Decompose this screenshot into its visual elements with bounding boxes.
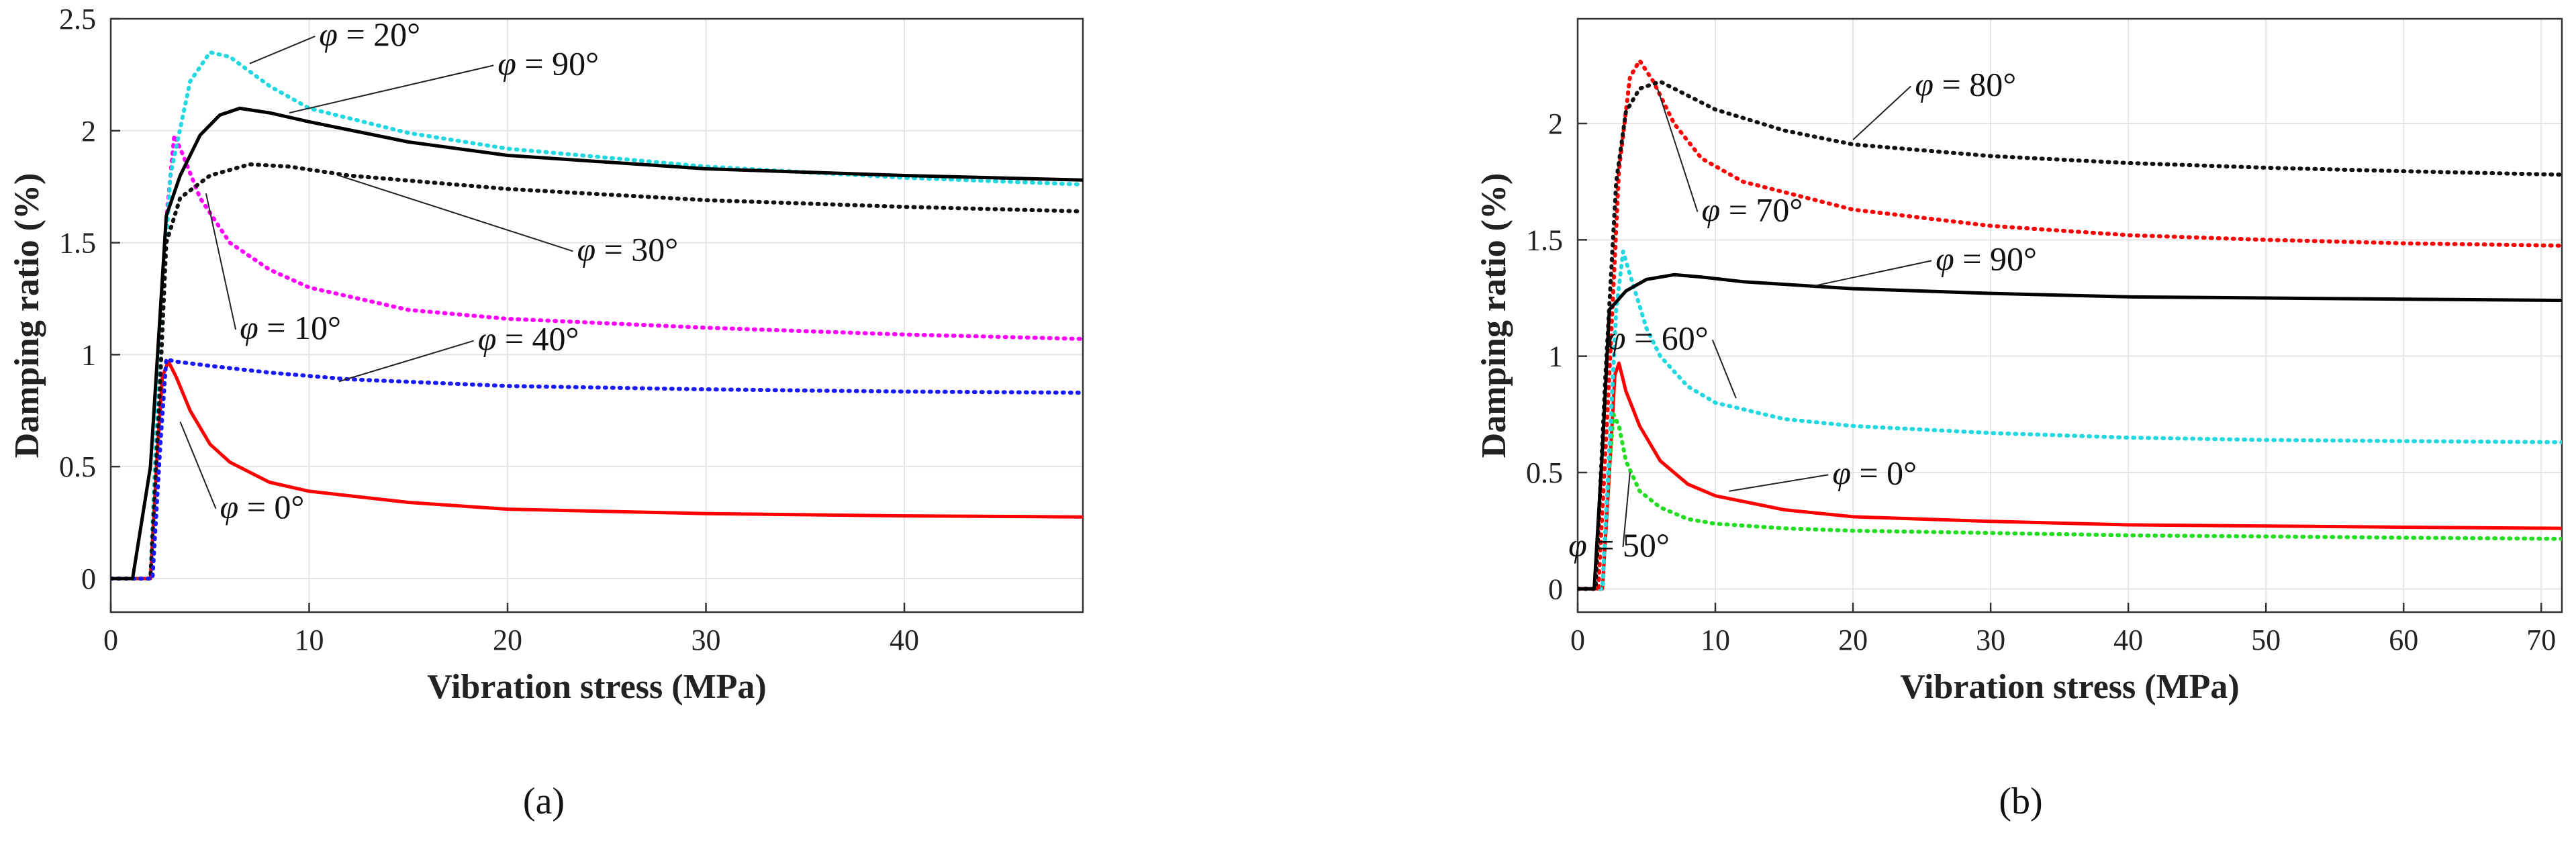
y-axis-label: Damping ratio (%) [8, 173, 46, 458]
x-tick-label: 50 [2251, 624, 2281, 656]
annotation-phi-50deg: φ = 50° [1568, 526, 1670, 564]
x-tick-label: 20 [1838, 624, 1868, 656]
annotation-leader [1852, 85, 1912, 141]
y-tick-label: 2.5 [59, 3, 96, 36]
y-tick-label: 0 [81, 562, 96, 595]
series-line-phi-90deg [111, 106, 1083, 581]
y-tick-label: 1.5 [1526, 224, 1563, 256]
x-tick-label: 20 [493, 624, 522, 656]
x-tick-label: 30 [1976, 624, 2005, 656]
y-tick-label: 1 [81, 338, 96, 371]
x-axis-label: Vibration stress (MPa) [427, 668, 766, 706]
x-tick-label: 10 [295, 624, 324, 656]
annotation-phi-40deg: φ = 40° [478, 320, 579, 358]
annotation-phi-70deg: φ = 70° [1702, 191, 1803, 229]
annotation-leader [205, 193, 237, 330]
x-tick-label: 10 [1701, 624, 1730, 656]
annotation-phi-10deg: φ = 10° [240, 309, 341, 346]
annotation-phi-60deg: φ = 60° [1607, 319, 1709, 356]
y-tick-label: 2 [81, 115, 96, 148]
annotation-leader [1622, 472, 1631, 547]
x-tick-label: 40 [890, 624, 919, 656]
annotation-phi-0deg: φ = 0° [1832, 454, 1917, 491]
annotation-leader [289, 64, 494, 114]
annotation-phi-20deg: φ = 20° [319, 15, 420, 53]
annotation-leader [338, 175, 573, 252]
y-tick-label: 1.5 [59, 227, 96, 260]
annotation-phi-0deg: φ = 0° [220, 488, 305, 526]
y-axis-label: Damping ratio (%) [1475, 173, 1513, 458]
plot-frame [1576, 17, 2563, 613]
annotation-phi-90deg: φ = 90° [497, 44, 599, 82]
annotation-leader [1656, 88, 1699, 212]
annotation-phi-30deg: φ = 30° [577, 230, 678, 268]
chart-panel-a: 0 10 20 30 40 0 0.5 1 1.5 2 2.5 Vibration stress (M… [8, 3, 1084, 706]
x-tick-label: 0 [103, 624, 118, 656]
x-tick-label: 30 [691, 624, 721, 656]
series-line-phi-30deg [111, 162, 1083, 581]
y-tick-label: 0.5 [59, 450, 96, 483]
series-line-phi-0deg [111, 359, 1083, 581]
annotation-leader [249, 36, 316, 64]
y-tick-label: 0 [1548, 573, 1563, 605]
x-tick-label: 70 [2526, 624, 2556, 656]
series-line-phi-0deg [1578, 361, 2562, 591]
caption-a: (a) [523, 781, 565, 822]
caption-b: (b) [1999, 781, 2042, 822]
plot-frame [109, 17, 1084, 613]
annotation-phi-90deg: φ = 90° [1936, 240, 2037, 277]
annotation-leader [1811, 260, 1932, 287]
y-tick-label: 1 [1548, 340, 1563, 373]
chart-panel-b: 0 10 20 30 40 50 60 70 0 0.5 1 1.5 2 Vibration stress… [1475, 17, 2563, 706]
annotation-leader [179, 422, 217, 509]
annotation-phi-80deg: φ = 80° [1915, 65, 2016, 103]
annotation-leader [1711, 339, 1737, 399]
series-line-phi-60deg [1578, 249, 2562, 591]
y-tick-label: 2 [1548, 107, 1563, 140]
annotation-leader [338, 340, 474, 383]
y-tick-label: 0.5 [1526, 456, 1563, 489]
annotation-leader [1729, 474, 1829, 492]
series-line-phi-90deg [1578, 273, 2562, 591]
x-tick-label: 40 [2113, 624, 2143, 656]
series-line-phi-80deg [1578, 79, 2562, 591]
x-axis-label: Vibration stress (MPa) [1900, 668, 2239, 706]
x-tick-label: 0 [1570, 624, 1585, 656]
x-tick-label: 60 [2389, 624, 2418, 656]
series-line-phi-70deg [1578, 58, 2562, 591]
series-line-phi-40deg [111, 357, 1083, 581]
